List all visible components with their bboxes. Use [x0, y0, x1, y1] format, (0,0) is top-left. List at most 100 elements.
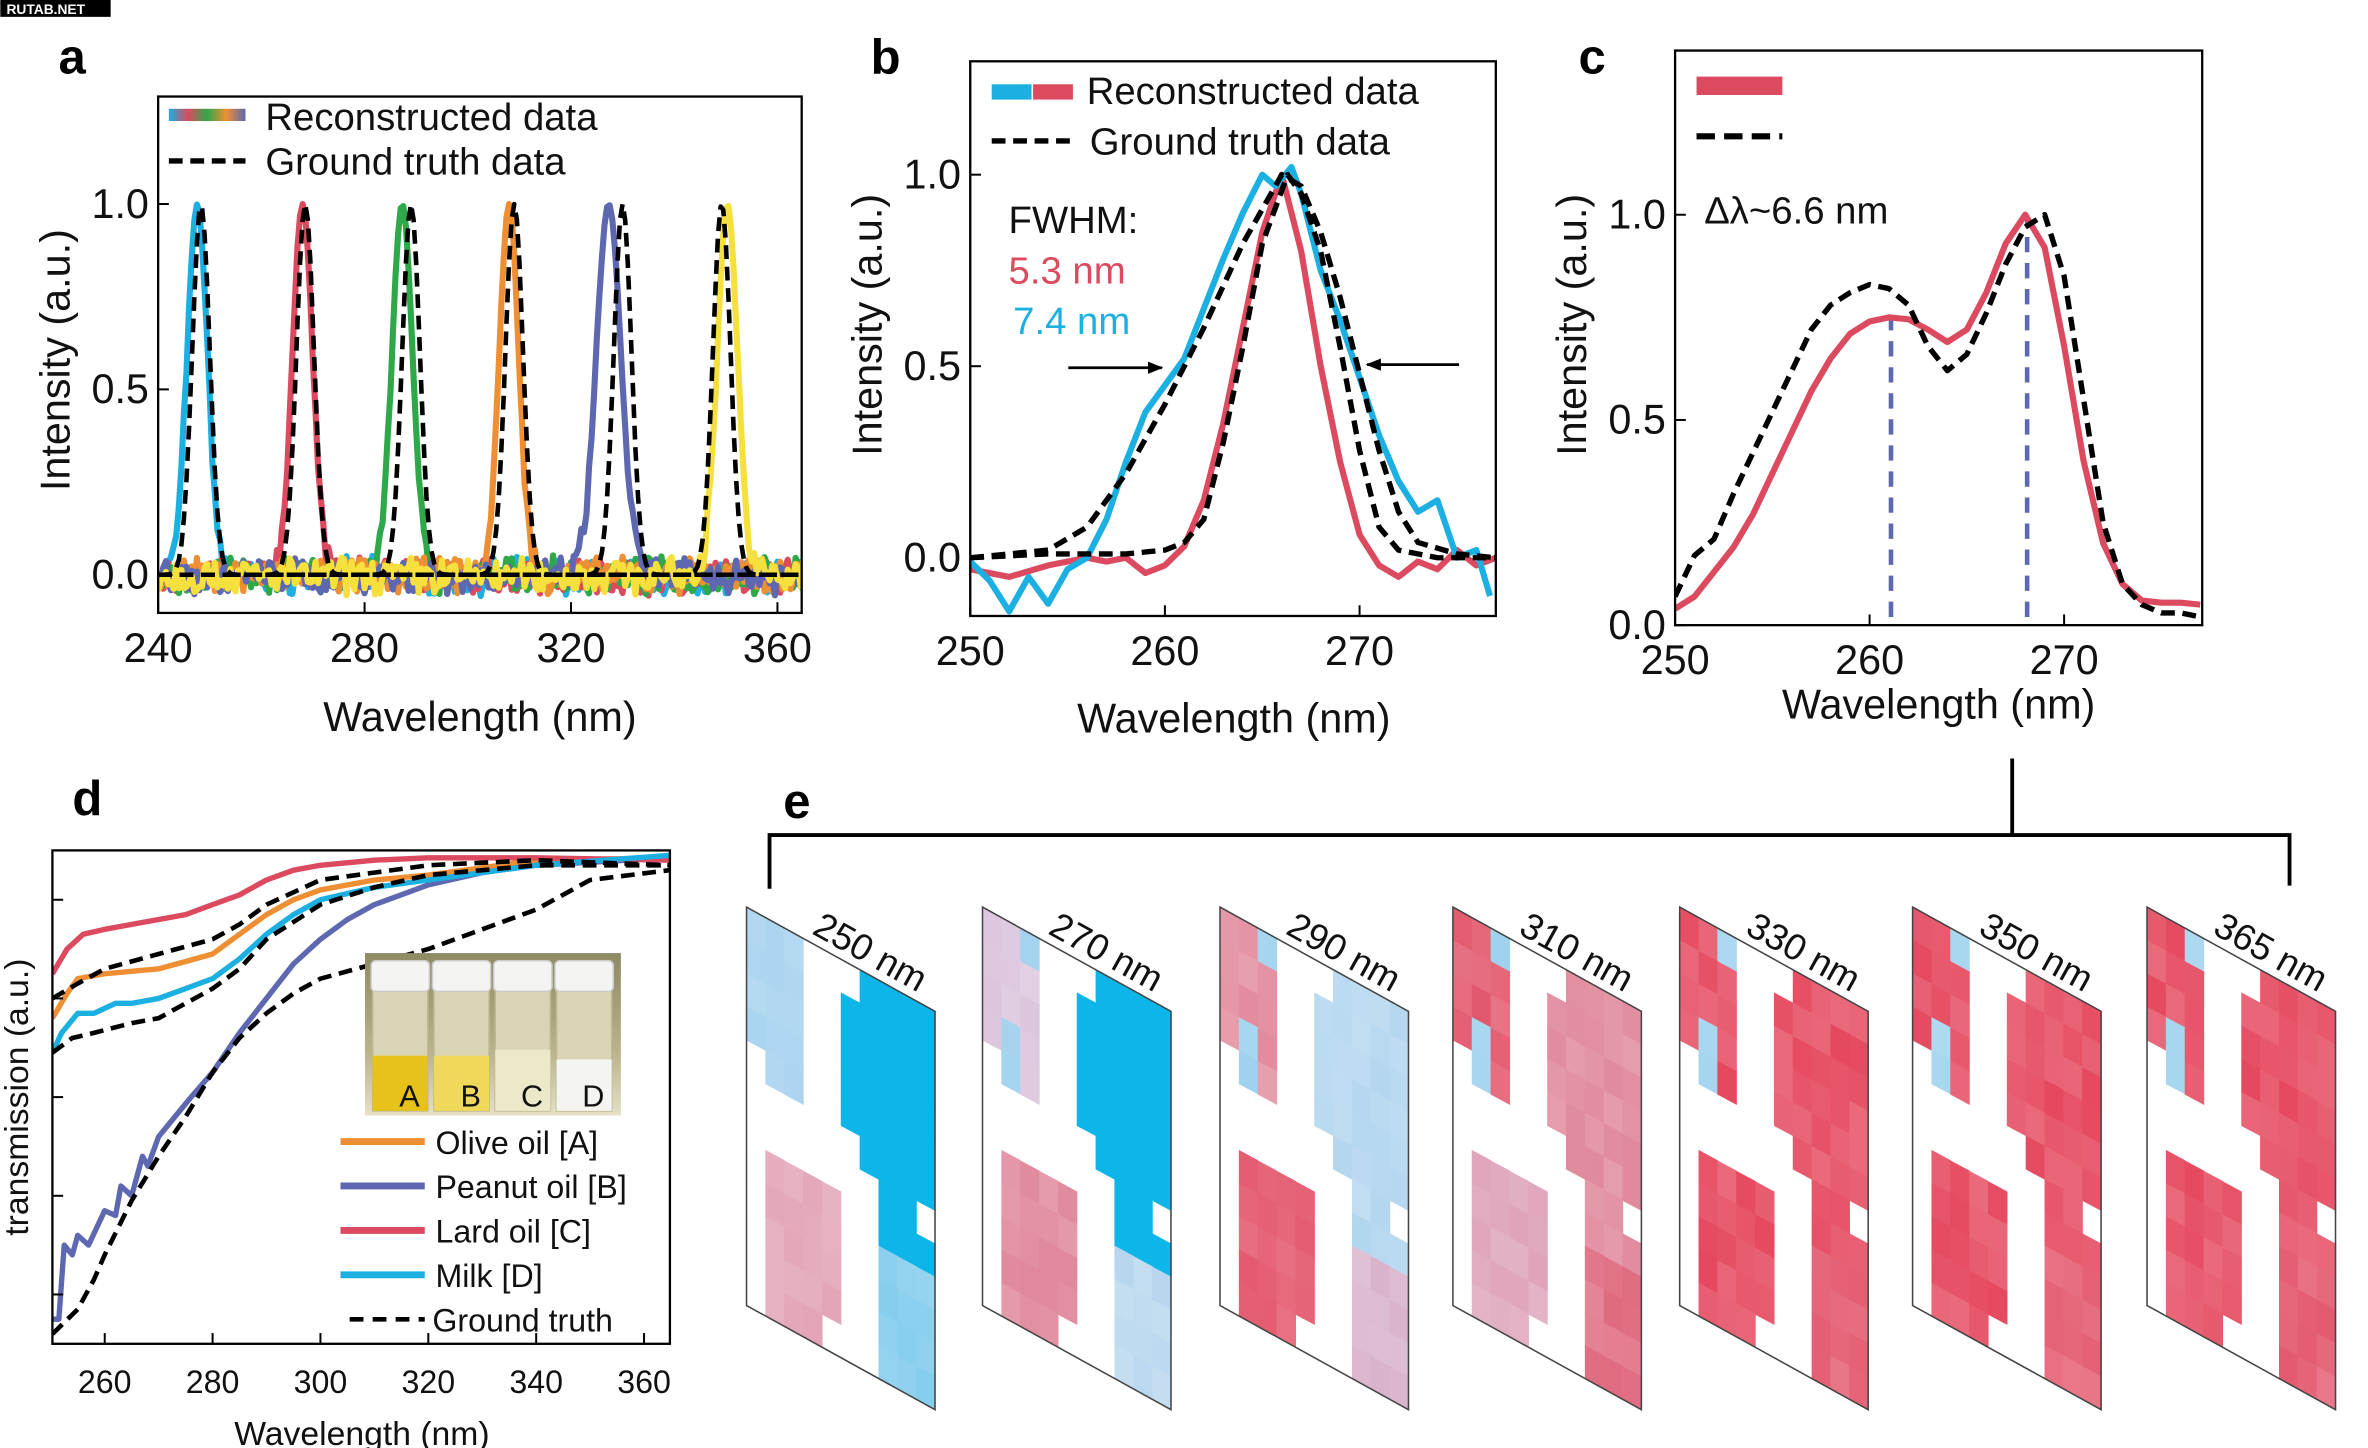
vial-cap — [431, 959, 492, 993]
x-tick-label: 250 — [936, 628, 1005, 674]
series-line-ground-truth — [52, 867, 670, 1336]
heatmap-cell — [1114, 1212, 1134, 1257]
heatmap-cell — [1351, 1079, 1372, 1124]
heatmap-cell — [2147, 1006, 2167, 1051]
heatmap-cell — [2316, 1299, 2337, 1344]
heatmap-cell — [1830, 1189, 1850, 1234]
heatmap-cell — [1565, 1069, 1586, 1114]
heatmap-cell — [2278, 1278, 2299, 1324]
heatmap-cell — [1095, 1135, 1116, 1180]
legend-swatch-red — [1033, 84, 1073, 100]
y-tick-label: 0.0 — [904, 535, 962, 581]
heatmap-cell — [1276, 1170, 1297, 1215]
heatmap-cell — [878, 1079, 898, 1124]
series-line-reconstructed — [970, 163, 1493, 615]
heatmap-cell — [1020, 961, 1040, 1006]
heatmap-cell — [1471, 1249, 1492, 1294]
heatmap-cell — [2082, 1366, 2102, 1411]
heatmap-cell — [1528, 1247, 1548, 1292]
heatmap-cell — [1471, 1282, 1492, 1327]
heatmap-cell — [1133, 1189, 1153, 1234]
heatmap-cell — [746, 907, 766, 952]
heatmap-cell — [1811, 1312, 1832, 1357]
series-line-milk — [52, 852, 670, 1054]
heatmap-cell — [1773, 1092, 1794, 1137]
heatmap-cell — [916, 1000, 936, 1046]
heatmap-cell — [1351, 1112, 1372, 1158]
series-line-ground-truth — [52, 862, 670, 1055]
heatmap-cell — [1584, 1212, 1605, 1257]
heatmap-cell — [2297, 1090, 2318, 1135]
series-line-ground-truth — [970, 171, 1496, 561]
heatmap-cell — [1471, 1216, 1492, 1261]
heatmap-cell — [1095, 969, 1116, 1014]
heatmap-cell — [784, 1160, 804, 1205]
heatmap-cell — [1152, 1133, 1172, 1178]
heatmap-cell — [821, 1181, 842, 1226]
heatmap-cell — [2044, 1278, 2064, 1324]
heatmap-cell — [878, 1046, 898, 1091]
heatmap-cell — [1509, 1170, 1529, 1215]
heatmap-cell — [2278, 1079, 2299, 1124]
vials: A B C D — [370, 959, 614, 1113]
heatmap-cell — [1584, 980, 1605, 1025]
heatmap-cell — [746, 973, 766, 1018]
heatmap-cell — [1389, 1000, 1410, 1046]
heatmap-cell — [1114, 1345, 1134, 1390]
heatmap-cell — [2006, 992, 2027, 1037]
heatmap-cell — [1736, 1270, 1756, 1315]
heatmap-cell — [1811, 1212, 1832, 1257]
heatmap-cell — [1736, 1170, 1756, 1215]
panel-label-c: c — [1579, 31, 1606, 85]
heatmap-cell — [1830, 990, 1850, 1035]
heatmap-cell — [1603, 1222, 1624, 1268]
heatmap-cell — [1698, 1249, 1718, 1294]
heatmap-cell — [1389, 1266, 1410, 1311]
panel-label-b: b — [871, 31, 901, 85]
heatmap-cell — [1811, 980, 1832, 1025]
heatmap-cell — [878, 1112, 898, 1158]
heatmap-cell — [1811, 1079, 1832, 1124]
heatmap-cell — [1603, 1123, 1624, 1168]
heatmap-cell — [1257, 1160, 1278, 1205]
heatmap-cell — [2316, 1233, 2337, 1278]
vial-liquid — [372, 1055, 428, 1111]
heatmap-cell — [2278, 1345, 2299, 1390]
heatmap-cell — [1584, 1046, 1605, 1091]
heatmap-frame — [981, 905, 1172, 1411]
heatmap-cell — [1238, 1282, 1259, 1327]
heatmap-cell — [2222, 1214, 2242, 1259]
heatmap-cell — [1490, 1226, 1511, 1271]
heatmap-cell — [1547, 1025, 1567, 1070]
heatmap-cell — [1257, 1027, 1278, 1072]
y-tick-label: 0.0 — [1608, 602, 1666, 648]
heatmap-cell — [1314, 992, 1334, 1037]
heatmap-cell — [1736, 1203, 1756, 1249]
heatmap-cell — [1717, 1060, 1737, 1105]
heatmap-cell — [2316, 1067, 2337, 1112]
y-axis-label-c: Intensity (a.u.) — [1549, 194, 1595, 456]
heatmap-cell — [878, 1013, 898, 1058]
plot-frame-c — [1673, 49, 2204, 627]
heatmap-cell — [1370, 1056, 1391, 1102]
heatmap-cell — [1370, 1123, 1391, 1168]
heatmap-cell — [2222, 1181, 2242, 1226]
heatmap-cell — [1931, 1183, 1951, 1228]
heatmap-cell — [1276, 1303, 1297, 1348]
heatmap-cell — [1257, 1060, 1278, 1105]
heatmap-cell — [1912, 1006, 1933, 1051]
heatmap-cell — [916, 1299, 936, 1344]
heatmap-cell — [2165, 1216, 2186, 1261]
heatmap-cell — [2297, 1355, 2318, 1400]
heatmap-cell — [1238, 950, 1259, 995]
heatmap-cell — [2184, 927, 2205, 973]
heatmap-cell — [2147, 973, 2167, 1018]
heatmap-cell — [1565, 1135, 1586, 1180]
heatmap-cell — [1490, 1259, 1511, 1305]
heatmap-cell — [1295, 1280, 1315, 1326]
heatmap-cell — [2063, 1090, 2083, 1135]
heatmap-cell — [1133, 1322, 1153, 1367]
heatmap-cell — [1351, 1245, 1372, 1290]
heatmap-cell — [1547, 1092, 1567, 1137]
series-line-reconstructed — [1675, 211, 2201, 612]
